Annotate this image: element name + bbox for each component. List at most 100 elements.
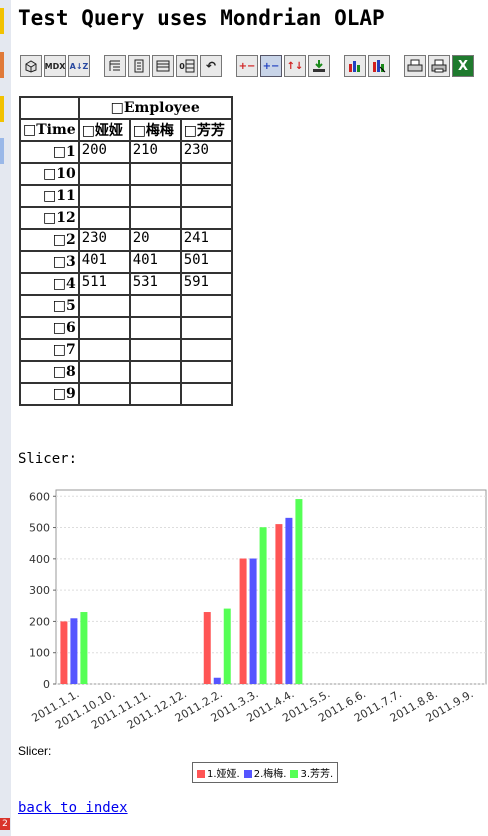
suppress-empty-icon: 0 — [179, 61, 185, 71]
time-member-header[interactable]: □10 — [19, 162, 80, 186]
cube-navigator-button[interactable] — [20, 55, 42, 77]
table-cell — [128, 162, 182, 186]
excel-icon: X — [457, 58, 469, 74]
show-parent-members-button[interactable] — [104, 55, 126, 77]
table-cell: 511 — [77, 272, 131, 296]
parent-members-icon — [109, 60, 120, 71]
time-member-header[interactable]: □5 — [19, 294, 80, 318]
bar-chart: 01002003004005006002011.1.1.2011.10.10.2… — [29, 489, 487, 732]
drill-member-button[interactable]: +− — [236, 55, 258, 77]
sort-button[interactable]: A↓Z — [68, 55, 90, 77]
table-row: □2 230 20 241 — [19, 228, 233, 252]
time-member-header[interactable]: □8 — [19, 360, 80, 384]
table-cell — [77, 360, 131, 384]
table-cell — [128, 184, 182, 208]
time-member-header[interactable]: □11 — [19, 184, 80, 208]
table-cell — [128, 294, 182, 318]
table-cell: 210 — [128, 140, 182, 164]
time-member-header[interactable]: □4 — [19, 272, 80, 296]
table-cell — [77, 184, 131, 208]
table-cell — [128, 360, 182, 384]
table-cell — [179, 338, 233, 362]
page-title: Test Query uses Mondrian OLAP — [18, 6, 385, 30]
table-cell — [179, 162, 233, 186]
employee-member-header[interactable]: □梅梅 — [128, 118, 182, 142]
table-cell: 230 — [179, 140, 233, 164]
time-member-header[interactable]: □2 — [19, 228, 80, 252]
properties-icon — [156, 60, 170, 72]
table-row: □9 — [19, 382, 233, 406]
table-row: □11 — [19, 184, 233, 208]
bar-1 — [203, 612, 211, 684]
pivot-table: □Employee □Time □娅娅 □梅梅 □芳芳 □1 200 210 230 □10… — [19, 96, 233, 406]
print-pdf-button[interactable] — [428, 55, 450, 77]
table-row: □1 200 210 230 — [19, 140, 233, 164]
bar-3 — [223, 608, 231, 684]
table-cell: 591 — [179, 272, 233, 296]
bar-2 — [70, 618, 78, 684]
table-cell: 501 — [179, 250, 233, 274]
bar-2 — [213, 677, 221, 684]
table-cell — [77, 316, 131, 340]
employee-dimension-header[interactable]: □Employee — [77, 96, 233, 120]
back-to-index-link[interactable]: back to index — [18, 800, 128, 816]
bar-3 — [80, 612, 88, 684]
y-tick-label: 500 — [29, 522, 50, 535]
gutter-marker — [0, 52, 4, 78]
drill-replace-button[interactable]: ↑↓ — [284, 55, 306, 77]
table-cell — [128, 338, 182, 362]
table-cell — [179, 360, 233, 384]
notification-badge[interactable]: 2 — [0, 818, 10, 830]
mdx-editor-button[interactable]: MDX — [44, 55, 66, 77]
suppress-empty-button[interactable]: 0 — [176, 55, 198, 77]
corner-cell — [19, 96, 80, 120]
bar-3 — [259, 527, 267, 684]
bar-chart-icon — [349, 61, 360, 72]
time-member-header[interactable]: □12 — [19, 206, 80, 230]
table-cell — [179, 316, 233, 340]
time-member-header[interactable]: □3 — [19, 250, 80, 274]
bar-1 — [275, 524, 283, 684]
print-config-button[interactable] — [404, 55, 426, 77]
y-tick-label: 300 — [29, 584, 50, 597]
hide-spans-icon — [134, 59, 144, 73]
printer-config-icon — [407, 59, 423, 72]
time-member-header[interactable]: □1 — [19, 140, 80, 164]
table-cell: 230 — [77, 228, 131, 252]
time-member-header[interactable]: □7 — [19, 338, 80, 362]
y-tick-label: 0 — [43, 678, 50, 691]
drill-through-icon — [313, 60, 325, 72]
drill-through-button[interactable] — [308, 55, 330, 77]
show-chart-button[interactable] — [344, 55, 366, 77]
excel-export-button[interactable]: X — [452, 55, 474, 77]
time-dimension-header[interactable]: □Time — [19, 118, 80, 142]
table-cell — [77, 338, 131, 362]
legend-swatch — [243, 770, 252, 778]
table-cell — [179, 382, 233, 406]
table-cell: 200 — [77, 140, 131, 164]
plot-area — [55, 489, 487, 685]
table-row: □10 — [19, 162, 233, 186]
legend-swatch — [197, 770, 205, 778]
table-row: □7 — [19, 338, 233, 362]
chart-config-button[interactable] — [368, 55, 390, 77]
employee-member-header[interactable]: □芳芳 — [179, 118, 233, 142]
legend-label: 1.娅娅. — [207, 769, 240, 780]
gutter-marker — [0, 96, 4, 122]
table-cell: 20 — [128, 228, 182, 252]
drill-member-icon: +− — [238, 60, 256, 72]
drill-position-button[interactable]: +− — [260, 55, 282, 77]
time-member-header[interactable]: □9 — [19, 382, 80, 406]
time-member-header[interactable]: □6 — [19, 316, 80, 340]
table-cell: 531 — [128, 272, 182, 296]
table-cell — [128, 206, 182, 230]
table-cell — [77, 382, 131, 406]
hide-spans-button[interactable] — [128, 55, 150, 77]
show-properties-button[interactable] — [152, 55, 174, 77]
bar-1 — [60, 621, 68, 684]
table-cell — [77, 294, 131, 318]
swap-axes-button[interactable]: ↶ — [200, 55, 222, 77]
employee-member-header[interactable]: □娅娅 — [77, 118, 131, 142]
table-row: □5 — [19, 294, 233, 318]
table-row: □8 — [19, 360, 233, 384]
